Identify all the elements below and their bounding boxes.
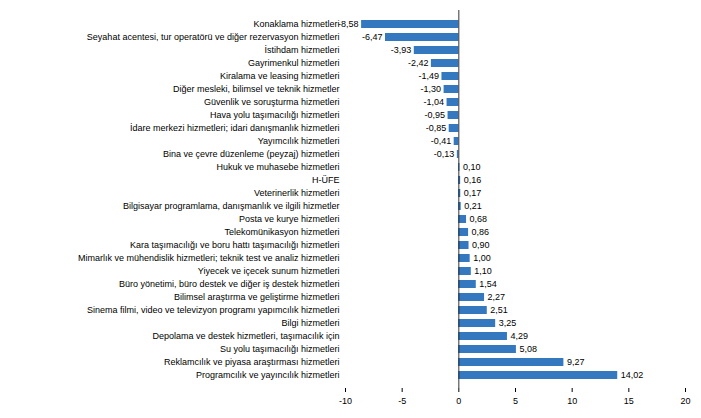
svg-text:2,51: 2,51 [490, 305, 508, 315]
svg-text:1,10: 1,10 [474, 266, 492, 276]
svg-text:İstihdam hizmetleri: İstihdam hizmetleri [264, 45, 339, 55]
svg-text:4,29: 4,29 [510, 331, 528, 341]
svg-text:Kiralama ve leasing hizmetleri: Kiralama ve leasing hizmetleri [220, 71, 340, 81]
svg-text:20: 20 [680, 396, 690, 406]
svg-text:0,16: 0,16 [464, 175, 482, 185]
svg-text:0,90: 0,90 [472, 240, 490, 250]
svg-text:0,68: 0,68 [470, 214, 488, 224]
svg-text:-0,85: -0,85 [426, 123, 447, 133]
svg-text:-3,93: -3,93 [391, 45, 412, 55]
svg-text:Gayrimenkul hizmetleri: Gayrimenkul hizmetleri [248, 58, 340, 68]
svg-text:Hukuk ve muhasebe hizmetleri: Hukuk ve muhasebe hizmetleri [216, 162, 339, 172]
svg-text:Diğer mesleki, bilimsel ve tek: Diğer mesleki, bilimsel ve teknik hizmet… [173, 84, 340, 94]
svg-text:Konaklama hizmetleri: Konaklama hizmetleri [253, 19, 339, 29]
svg-text:15: 15 [624, 396, 634, 406]
svg-text:-10: -10 [339, 396, 352, 406]
svg-text:5,08: 5,08 [519, 344, 537, 354]
svg-text:Telekomünikasyon hizmetleri: Telekomünikasyon hizmetleri [224, 227, 339, 237]
svg-text:Bilimsel araştırma ve geliştir: Bilimsel araştırma ve geliştirme hizmetl… [174, 292, 340, 302]
svg-text:-0,41: -0,41 [431, 136, 452, 146]
svg-text:-6,47: -6,47 [362, 32, 383, 42]
svg-text:1,00: 1,00 [473, 253, 491, 263]
svg-text:-1,30: -1,30 [421, 84, 442, 94]
svg-text:Programcılık ve yayıncılık hiz: Programcılık ve yayıncılık hizmetleri [196, 370, 340, 380]
svg-text:14,02: 14,02 [621, 370, 644, 380]
svg-text:9,27: 9,27 [567, 357, 585, 367]
svg-text:-5: -5 [398, 396, 406, 406]
svg-text:H-ÜFE: H-ÜFE [312, 175, 340, 185]
svg-text:Mimarlık ve mühendislik hizmet: Mimarlık ve mühendislik hizmetleri; tekn… [78, 253, 340, 263]
svg-text:0: 0 [456, 396, 461, 406]
svg-text:5: 5 [513, 396, 518, 406]
svg-text:Yayımcılık hizmetleri: Yayımcılık hizmetleri [258, 136, 340, 146]
svg-text:2,27: 2,27 [488, 292, 506, 302]
svg-text:-2,42: -2,42 [408, 58, 429, 68]
svg-text:3,25: 3,25 [499, 318, 517, 328]
svg-text:İdare merkezi hizmetleri; idar: İdare merkezi hizmetleri; idari danışman… [130, 123, 340, 133]
svg-text:-1,04: -1,04 [424, 97, 445, 107]
svg-text:Bina ve çevre düzenleme (peyza: Bina ve çevre düzenleme (peyzaj) hizmetl… [163, 149, 340, 159]
svg-text:0,10: 0,10 [463, 162, 481, 172]
svg-text:Büro yönetimi, büro destek ve: Büro yönetimi, büro destek ve diğer iş d… [119, 279, 340, 289]
svg-text:-8,58: -8,58 [338, 19, 359, 29]
svg-text:Güvenlik ve soruşturma hizmetl: Güvenlik ve soruşturma hizmetleri [204, 97, 340, 107]
svg-text:Depolama ve destek hizmetleri,: Depolama ve destek hizmetleri, taşımacıl… [152, 331, 339, 341]
svg-text:Reklamcılık ve piyasa araştırm: Reklamcılık ve piyasa araştırması hizmet… [164, 357, 340, 367]
svg-text:Sinema filmi, video ve televiz: Sinema filmi, video ve televizyon progra… [87, 305, 340, 315]
svg-text:-1,49: -1,49 [418, 71, 439, 81]
svg-text:Yiyecek ve içecek sunum hizmet: Yiyecek ve içecek sunum hizmetleri [198, 266, 340, 276]
svg-text:Seyahat acentesi, tur operatör: Seyahat acentesi, tur operatörü ve diğer… [87, 32, 340, 42]
svg-text:Hava yolu taşımacılığı hizmetl: Hava yolu taşımacılığı hizmetleri [210, 110, 340, 120]
svg-text:Kara taşımacılığı ve boru hatt: Kara taşımacılığı ve boru hattı taşımacı… [130, 240, 340, 250]
svg-text:-0,95: -0,95 [425, 110, 446, 120]
svg-text:0,17: 0,17 [464, 188, 482, 198]
svg-text:10: 10 [567, 396, 577, 406]
svg-text:0,21: 0,21 [464, 201, 482, 211]
svg-text:-0,13: -0,13 [434, 149, 455, 159]
svg-text:Su yolu taşımacılığı hizmetler: Su yolu taşımacılığı hizmetleri [220, 344, 340, 354]
svg-text:Bilgi hizmetleri: Bilgi hizmetleri [281, 318, 339, 328]
svg-text:Veterinerlik hizmetleri: Veterinerlik hizmetleri [254, 188, 340, 198]
svg-text:1,54: 1,54 [479, 279, 497, 289]
svg-text:Posta ve kurye hizmetleri: Posta ve kurye hizmetleri [239, 214, 340, 224]
svg-text:0,86: 0,86 [472, 227, 490, 237]
svg-text:Bilgisayar programlama, danışm: Bilgisayar programlama, danışmanlık ve i… [123, 201, 340, 211]
